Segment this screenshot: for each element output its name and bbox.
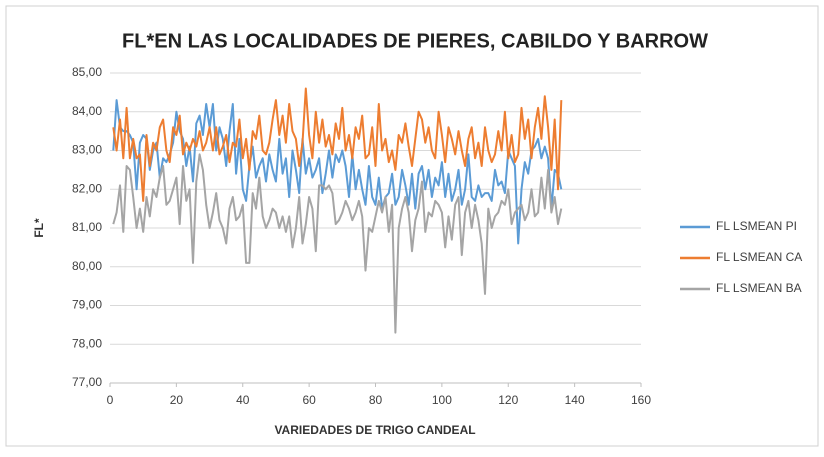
y-tick-label: 79,00 (72, 298, 102, 312)
x-tick-label: 0 (107, 393, 114, 407)
legend-label: FL LSMEAN PI (716, 219, 797, 233)
x-tick-label: 20 (170, 393, 184, 407)
y-tick-label: 84,00 (72, 104, 102, 118)
y-tick-label: 83,00 (72, 143, 102, 157)
x-tick-label: 60 (302, 393, 316, 407)
x-tick-label: 140 (565, 393, 585, 407)
series-line (112, 99, 563, 245)
x-tick-label: 160 (631, 393, 651, 407)
y-tick-label: 81,00 (72, 220, 102, 234)
legend-label: FL LSMEAN CA (716, 250, 802, 264)
y-tick-label: 82,00 (72, 181, 102, 195)
x-tick-label: 120 (498, 393, 518, 407)
y-tick-label: 77,00 (72, 375, 102, 389)
chart-title: FL*EN LAS LOCALIDADES DE PIERES, CABILDO… (122, 30, 708, 52)
legend-label: FL LSMEAN BA (716, 281, 802, 295)
series-line (112, 153, 563, 334)
x-tick-label: 40 (236, 393, 250, 407)
x-axis-label: VARIEDADES DE TRIGO CANDEAL (274, 423, 475, 437)
series-line (112, 87, 563, 202)
y-axis-label: FL* (32, 218, 46, 238)
x-tick-label: 80 (369, 393, 383, 407)
y-tick-label: 85,00 (72, 65, 102, 79)
y-tick-label: 78,00 (72, 336, 102, 350)
x-tick-label: 100 (432, 393, 452, 407)
y-tick-label: 80,00 (72, 259, 102, 273)
